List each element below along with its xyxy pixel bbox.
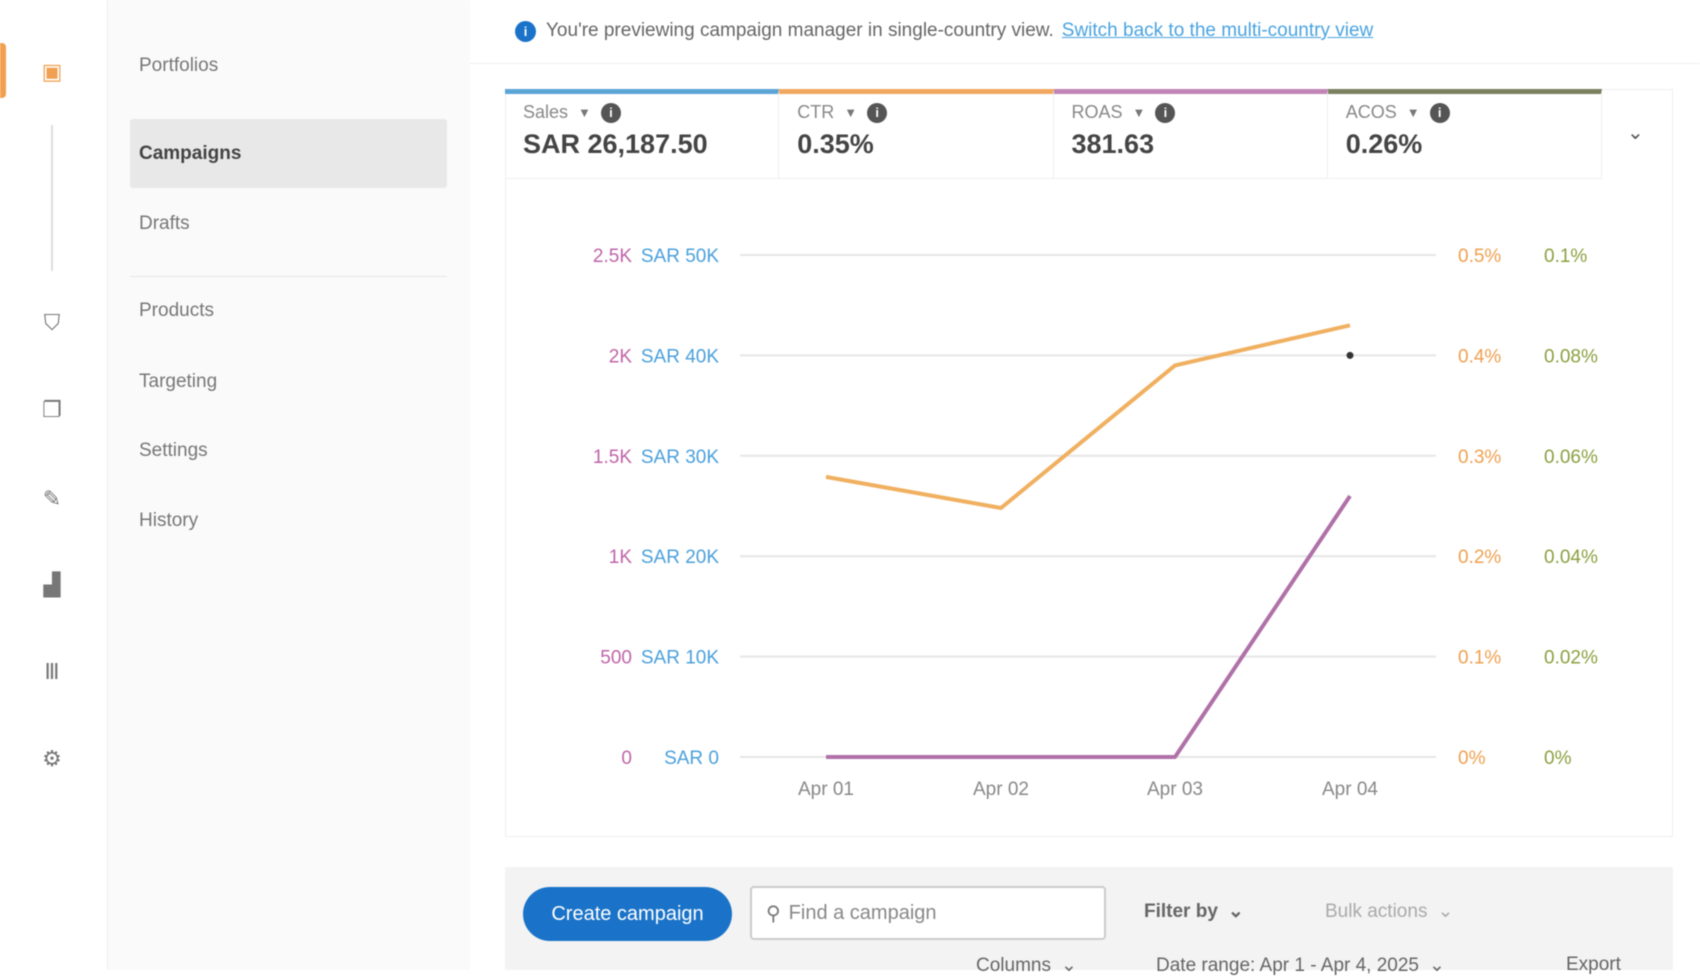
secondary-nav: Portfolios Campaigns Drafts Products Tar… <box>108 0 470 970</box>
series-line-roas <box>826 494 1352 759</box>
y-tick-label-roas: 1K <box>609 547 633 568</box>
chevron-down-icon: ⌄ <box>1227 901 1244 922</box>
y-tick-label-sales: SAR 20K <box>641 547 719 568</box>
y-tick-label-ctr: 0.1% <box>1458 648 1501 669</box>
chart-card <box>505 89 1673 837</box>
info-icon: i <box>515 20 536 42</box>
info-icon[interactable]: i <box>600 102 621 123</box>
rail-divider <box>51 125 53 271</box>
nav-item-portfolios[interactable]: Portfolios <box>139 55 219 76</box>
y-tick-label-sales: SAR 40K <box>641 346 719 367</box>
chevron-down-icon: ⌄ <box>1429 955 1445 976</box>
y-tick-label-acos: 0.04% <box>1544 547 1598 568</box>
nav-item-targeting[interactable]: Targeting <box>139 371 218 392</box>
y-tick-label-ctr: 0.5% <box>1458 246 1501 267</box>
columns-label: Columns <box>976 954 1051 976</box>
nav-item-drafts[interactable]: Drafts <box>139 213 190 234</box>
app-rail: ▣ ⛉ ❐ ✎ ▟ Ⅲ ⚙ <box>0 0 108 970</box>
metric-value: SAR 26,187.50 <box>523 129 708 159</box>
settings-icon[interactable]: ⚙ <box>42 746 62 771</box>
nav-item-history[interactable]: History <box>139 510 199 531</box>
columns-dropdown[interactable]: Columns ⌄ <box>976 954 1077 977</box>
info-icon[interactable]: i <box>867 102 888 123</box>
y-tick-label-ctr: 0% <box>1458 748 1486 769</box>
series-point-acos <box>1346 351 1354 359</box>
media-icon[interactable]: ❐ <box>42 397 62 422</box>
nav-item-settings[interactable]: Settings <box>139 440 208 461</box>
y-tick-label-sales: SAR 30K <box>641 447 719 468</box>
header-divider <box>470 63 1700 64</box>
y-tick-label-sales: SAR 50K <box>641 246 719 267</box>
x-tick-label: Apr 03 <box>1147 779 1203 800</box>
export-button[interactable]: Export <box>1566 954 1621 975</box>
y-tick-label-roas: 500 <box>600 648 632 669</box>
chevron-down-icon[interactable]: ▼ <box>1132 105 1146 120</box>
chevron-down-icon[interactable]: ▼ <box>844 105 858 120</box>
x-tick-label: Apr 04 <box>1322 779 1378 800</box>
chevron-down-icon: ⌄ <box>1060 955 1077 976</box>
info-icon[interactable]: i <box>1155 102 1176 123</box>
nav-item-campaigns[interactable]: Campaigns <box>130 119 447 188</box>
chevron-down-icon: ⌄ <box>1437 901 1454 922</box>
switch-view-link[interactable]: Switch back to the multi-country view <box>1061 20 1374 41</box>
active-indicator <box>0 43 6 98</box>
brand-icon[interactable]: ✎ <box>42 486 62 511</box>
chevron-down-icon[interactable]: ▼ <box>1406 105 1420 120</box>
metric-sales[interactable]: Sales ▼ i SAR 26,187.50 <box>505 89 780 179</box>
metric-label: ACOS <box>1345 102 1397 122</box>
banner-text: You're previewing campaign manager in si… <box>546 20 1054 41</box>
campaign-manager-icon[interactable]: ▣ <box>41 59 63 84</box>
columns-icon[interactable]: Ⅲ <box>44 659 60 684</box>
metric-value: 381.63 <box>1071 129 1155 159</box>
nav-divider <box>130 276 447 277</box>
date-range-label: Date range: Apr 1 - Apr 4, 2025 <box>1156 954 1420 976</box>
y-tick-label-acos: 0% <box>1544 748 1572 769</box>
y-tick-label-ctr: 0.3% <box>1458 447 1501 468</box>
y-tick-label-roas: 2.5K <box>593 246 632 267</box>
preview-banner: i You're previewing campaign manager in … <box>505 14 1373 48</box>
metric-acos[interactable]: ACOS ▼ i 0.26% <box>1327 89 1602 179</box>
nav-item-products[interactable]: Products <box>139 300 214 321</box>
metric-label: ROAS <box>1071 102 1123 122</box>
y-tick-label-acos: 0.02% <box>1544 648 1598 669</box>
y-tick-label-roas: 2K <box>609 346 633 367</box>
bulk-actions-dropdown[interactable]: Bulk actions ⌄ <box>1325 900 1453 923</box>
search-icon: ⚲ <box>766 902 781 925</box>
y-tick-label-acos: 0.06% <box>1544 447 1598 468</box>
y-tick-label-acos: 0.08% <box>1544 346 1598 367</box>
shield-icon[interactable]: ⛉ <box>43 310 61 335</box>
bulk-label: Bulk actions <box>1325 900 1428 922</box>
y-tick-label-sales: SAR 10K <box>641 648 719 669</box>
metric-ctr[interactable]: CTR ▼ i 0.35% <box>779 89 1054 179</box>
chevron-down-icon[interactable]: ▼ <box>578 105 591 120</box>
create-campaign-button[interactable]: Create campaign <box>523 887 732 941</box>
y-tick-label-roas: 1.5K <box>593 447 632 468</box>
metrics-row: Sales ▼ i SAR 26,187.50 CTR ▼ i 0.35% ROAS ▼ i… <box>505 89 1602 179</box>
y-tick-label-acos: 0.1% <box>1544 246 1587 267</box>
x-tick-label: Apr 02 <box>973 779 1029 800</box>
info-icon[interactable]: i <box>1429 102 1450 123</box>
metric-roas[interactable]: ROAS ▼ i 381.63 <box>1053 89 1328 179</box>
y-tick-label-ctr: 0.4% <box>1458 346 1501 367</box>
search-placeholder: Find a campaign <box>788 901 937 924</box>
metric-value: 0.35% <box>797 129 874 159</box>
y-tick-label-ctr: 0.2% <box>1458 547 1501 568</box>
search-input[interactable]: ⚲ Find a campaign <box>750 886 1106 940</box>
expand-chevron-icon[interactable]: ⌄ <box>1627 122 1644 144</box>
y-tick-label-roas: 0 <box>621 748 632 769</box>
series-line-ctr <box>825 323 1351 511</box>
filter-by-dropdown[interactable]: Filter by ⌄ <box>1144 900 1244 923</box>
metric-label: Sales <box>523 102 569 122</box>
reports-icon[interactable]: ▟ <box>43 572 61 597</box>
filter-label: Filter by <box>1144 900 1218 922</box>
x-tick-label: Apr 01 <box>798 779 854 800</box>
y-tick-label-sales: SAR 0 <box>664 748 719 769</box>
date-range-dropdown[interactable]: Date range: Apr 1 - Apr 4, 2025 ⌄ <box>1156 954 1445 977</box>
metric-value: 0.26% <box>1345 129 1423 159</box>
metric-label: CTR <box>797 102 835 122</box>
